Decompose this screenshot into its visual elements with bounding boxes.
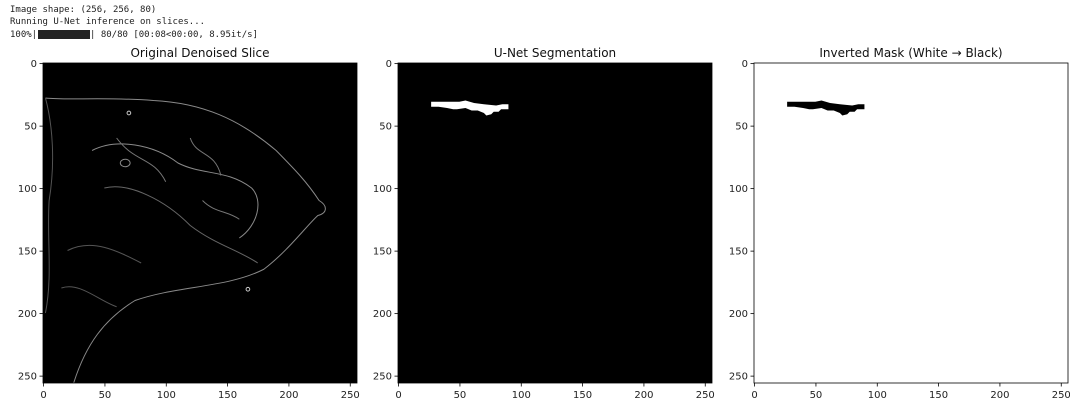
x-tick-label: 250 <box>1052 390 1070 401</box>
x-tick-label: 150 <box>218 390 237 401</box>
x-tick-label: 50 <box>810 390 823 401</box>
subplot-title: Original Denoised Slice <box>130 46 269 60</box>
x-tick-label: 50 <box>454 390 467 401</box>
x-tick-label: 250 <box>341 390 360 401</box>
y-tick-label: 50 <box>735 122 748 133</box>
y-tick-label: 0 <box>386 59 392 70</box>
y-tick-label: 250 <box>18 372 37 383</box>
y-tick-label: 150 <box>373 247 392 258</box>
image <box>398 63 712 383</box>
y-tick-label: 150 <box>729 247 748 258</box>
y-tick-label: 100 <box>373 184 392 195</box>
console-line: Image shape: (256, 256, 80) <box>10 5 156 15</box>
x-tick-label: 100 <box>868 390 887 401</box>
x-tick-label: 150 <box>573 390 592 401</box>
image <box>754 63 1068 383</box>
y-tick-label: 250 <box>729 372 748 383</box>
x-tick-label: 150 <box>929 390 948 401</box>
y-tick-label: 100 <box>18 184 37 195</box>
subplot-title: U-Net Segmentation <box>494 46 616 60</box>
x-tick-label: 0 <box>395 390 401 401</box>
x-tick-label: 250 <box>696 390 715 401</box>
y-tick-label: 0 <box>31 59 37 70</box>
notebook-output: Image shape: (256, 256, 80) Running U-Ne… <box>0 0 1070 402</box>
y-tick-label: 200 <box>18 309 37 320</box>
x-tick-label: 200 <box>279 390 298 401</box>
panel: Inverted Mask (White → Black) 0 50 100 150 20… <box>729 46 1070 401</box>
subplot-title: Inverted Mask (White → Black) <box>819 46 1002 60</box>
x-tick-label: 100 <box>512 390 531 401</box>
progress-bar <box>38 30 90 39</box>
x-tick-label: 200 <box>634 390 653 401</box>
y-tick-label: 50 <box>379 122 392 133</box>
progress-left: 100%| <box>10 30 37 40</box>
y-tick-label: 250 <box>373 372 392 383</box>
x-tick-label: 50 <box>99 390 112 401</box>
y-tick-label: 0 <box>742 59 748 70</box>
progress-right: | 80/80 [00:08<00:00, 8.95it/s] <box>90 30 258 40</box>
x-tick-label: 100 <box>157 390 176 401</box>
y-tick-label: 100 <box>729 184 748 195</box>
x-tick-label: 0 <box>751 390 757 401</box>
y-tick-label: 150 <box>18 247 37 258</box>
y-tick-label: 200 <box>729 309 748 320</box>
console-line: Running U-Net inference on slices... <box>10 17 205 27</box>
x-tick-label: 0 <box>40 390 46 401</box>
y-tick-label: 200 <box>373 309 392 320</box>
x-tick-label: 200 <box>990 390 1009 401</box>
y-tick-label: 50 <box>24 122 37 133</box>
